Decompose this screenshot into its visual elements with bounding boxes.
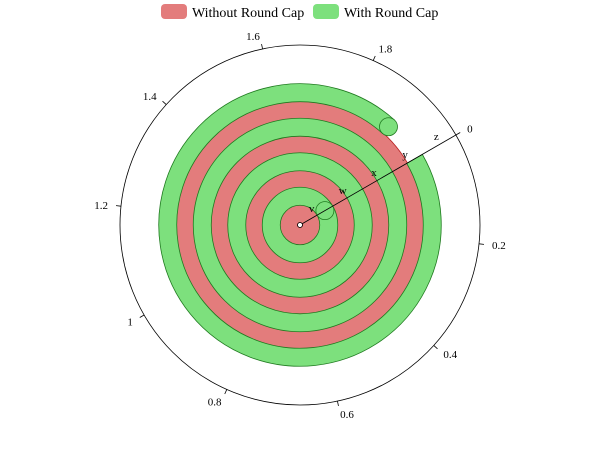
angle-tick — [162, 100, 167, 105]
radius-category-label: y — [402, 149, 408, 161]
angle-tick — [372, 55, 376, 61]
angle-tick-label: 0.4 — [443, 349, 457, 361]
angle-tick — [139, 314, 145, 318]
legend-item-with-round-cap[interactable]: With Round Cap — [313, 4, 438, 21]
radius-category-label: w — [339, 185, 347, 197]
polar-axis: 0 0.2 0.4 0.6 0.8 1 1.2 1.4 1.6 1.8 — [94, 31, 505, 421]
angle-tick — [224, 389, 228, 395]
angle-tick — [455, 132, 461, 136]
angle-tick-label: 0.6 — [340, 409, 354, 421]
angle-tick — [261, 43, 263, 50]
angle-tick-label: 1.4 — [143, 91, 157, 103]
polar-bars — [158, 83, 442, 367]
legend-label-with-round-cap: With Round Cap — [344, 6, 438, 21]
angle-axis-circle — [119, 44, 481, 406]
radius-category-label: v — [309, 203, 315, 215]
angle-tick — [337, 400, 339, 407]
legend-swatch-without-round-cap — [161, 4, 187, 19]
angle-tick — [433, 345, 438, 350]
angle-tick-label: 0.2 — [492, 240, 506, 252]
angle-tick-label: 0.8 — [208, 396, 222, 408]
angle-tick-label: 1.8 — [379, 44, 393, 56]
radius-axis: v w x y z — [297, 131, 457, 228]
bar-with-round-cap — [158, 83, 442, 367]
legend-item-without-round-cap[interactable]: Without Round Cap — [161, 4, 304, 21]
bar-with-round-cap — [227, 152, 373, 298]
legend: Without Round Cap With Round Cap — [161, 4, 438, 21]
radius-axis-line — [299, 134, 457, 226]
radius-axis-origin — [297, 222, 303, 228]
radius-category-label: x — [371, 167, 377, 179]
angle-tick-label: 1 — [127, 317, 133, 329]
angle-tick-label: 0 — [467, 124, 473, 136]
legend-label-without-round-cap: Without Round Cap — [192, 6, 304, 21]
angle-tick — [115, 205, 122, 207]
bar-with-round-cap — [192, 117, 408, 333]
angle-tick-label: 1.6 — [246, 31, 260, 43]
angle-tick — [478, 243, 485, 245]
angle-tick-label: 1.2 — [94, 200, 108, 212]
bar-with-round-cap-cap — [379, 117, 398, 137]
radius-category-label: z — [434, 131, 439, 143]
legend-swatch-with-round-cap — [313, 4, 339, 19]
